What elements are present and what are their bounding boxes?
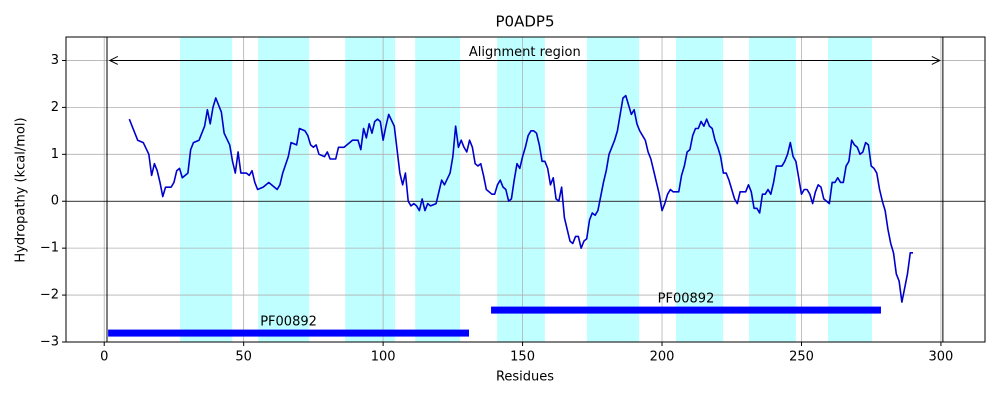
alignment-label: Alignment region: [469, 45, 581, 60]
chart-title: P0ADP5: [496, 13, 555, 31]
tm-region: [497, 37, 545, 342]
tm-region: [675, 37, 724, 342]
x-tick-label: 0: [100, 350, 108, 365]
y-tick-label: −1: [40, 241, 59, 256]
domain-bar: [491, 306, 881, 314]
x-tick-label: 200: [650, 350, 675, 365]
tm-region: [258, 37, 310, 342]
domain-bar: [108, 329, 470, 337]
x-tick-label: 100: [371, 350, 396, 365]
y-tick-label: 1: [51, 147, 59, 162]
y-tick-label: −2: [40, 288, 59, 303]
x-tick-label: 50: [235, 350, 252, 365]
x-axis-label: Residues: [496, 370, 554, 385]
tm-region: [345, 37, 396, 342]
x-tick-label: 150: [510, 350, 535, 365]
x-tick-label: 300: [929, 350, 954, 365]
tm-region: [586, 37, 640, 342]
domain-label: PF00892: [658, 292, 715, 307]
y-axis-label: Hydropathy (kcal/mol): [14, 117, 29, 262]
tm-region: [827, 37, 873, 342]
y-tick-label: 0: [51, 194, 59, 209]
domain-label: PF00892: [260, 315, 317, 330]
y-tick-label: 3: [51, 53, 59, 68]
y-tick-label: 2: [51, 100, 59, 115]
hydropathy-line: [128, 94, 914, 303]
x-tick-label: 250: [789, 350, 814, 365]
plot-frame: [65, 36, 986, 343]
tm-region: [180, 37, 233, 342]
tm-region: [415, 37, 461, 342]
y-tick-label: −3: [40, 335, 59, 350]
